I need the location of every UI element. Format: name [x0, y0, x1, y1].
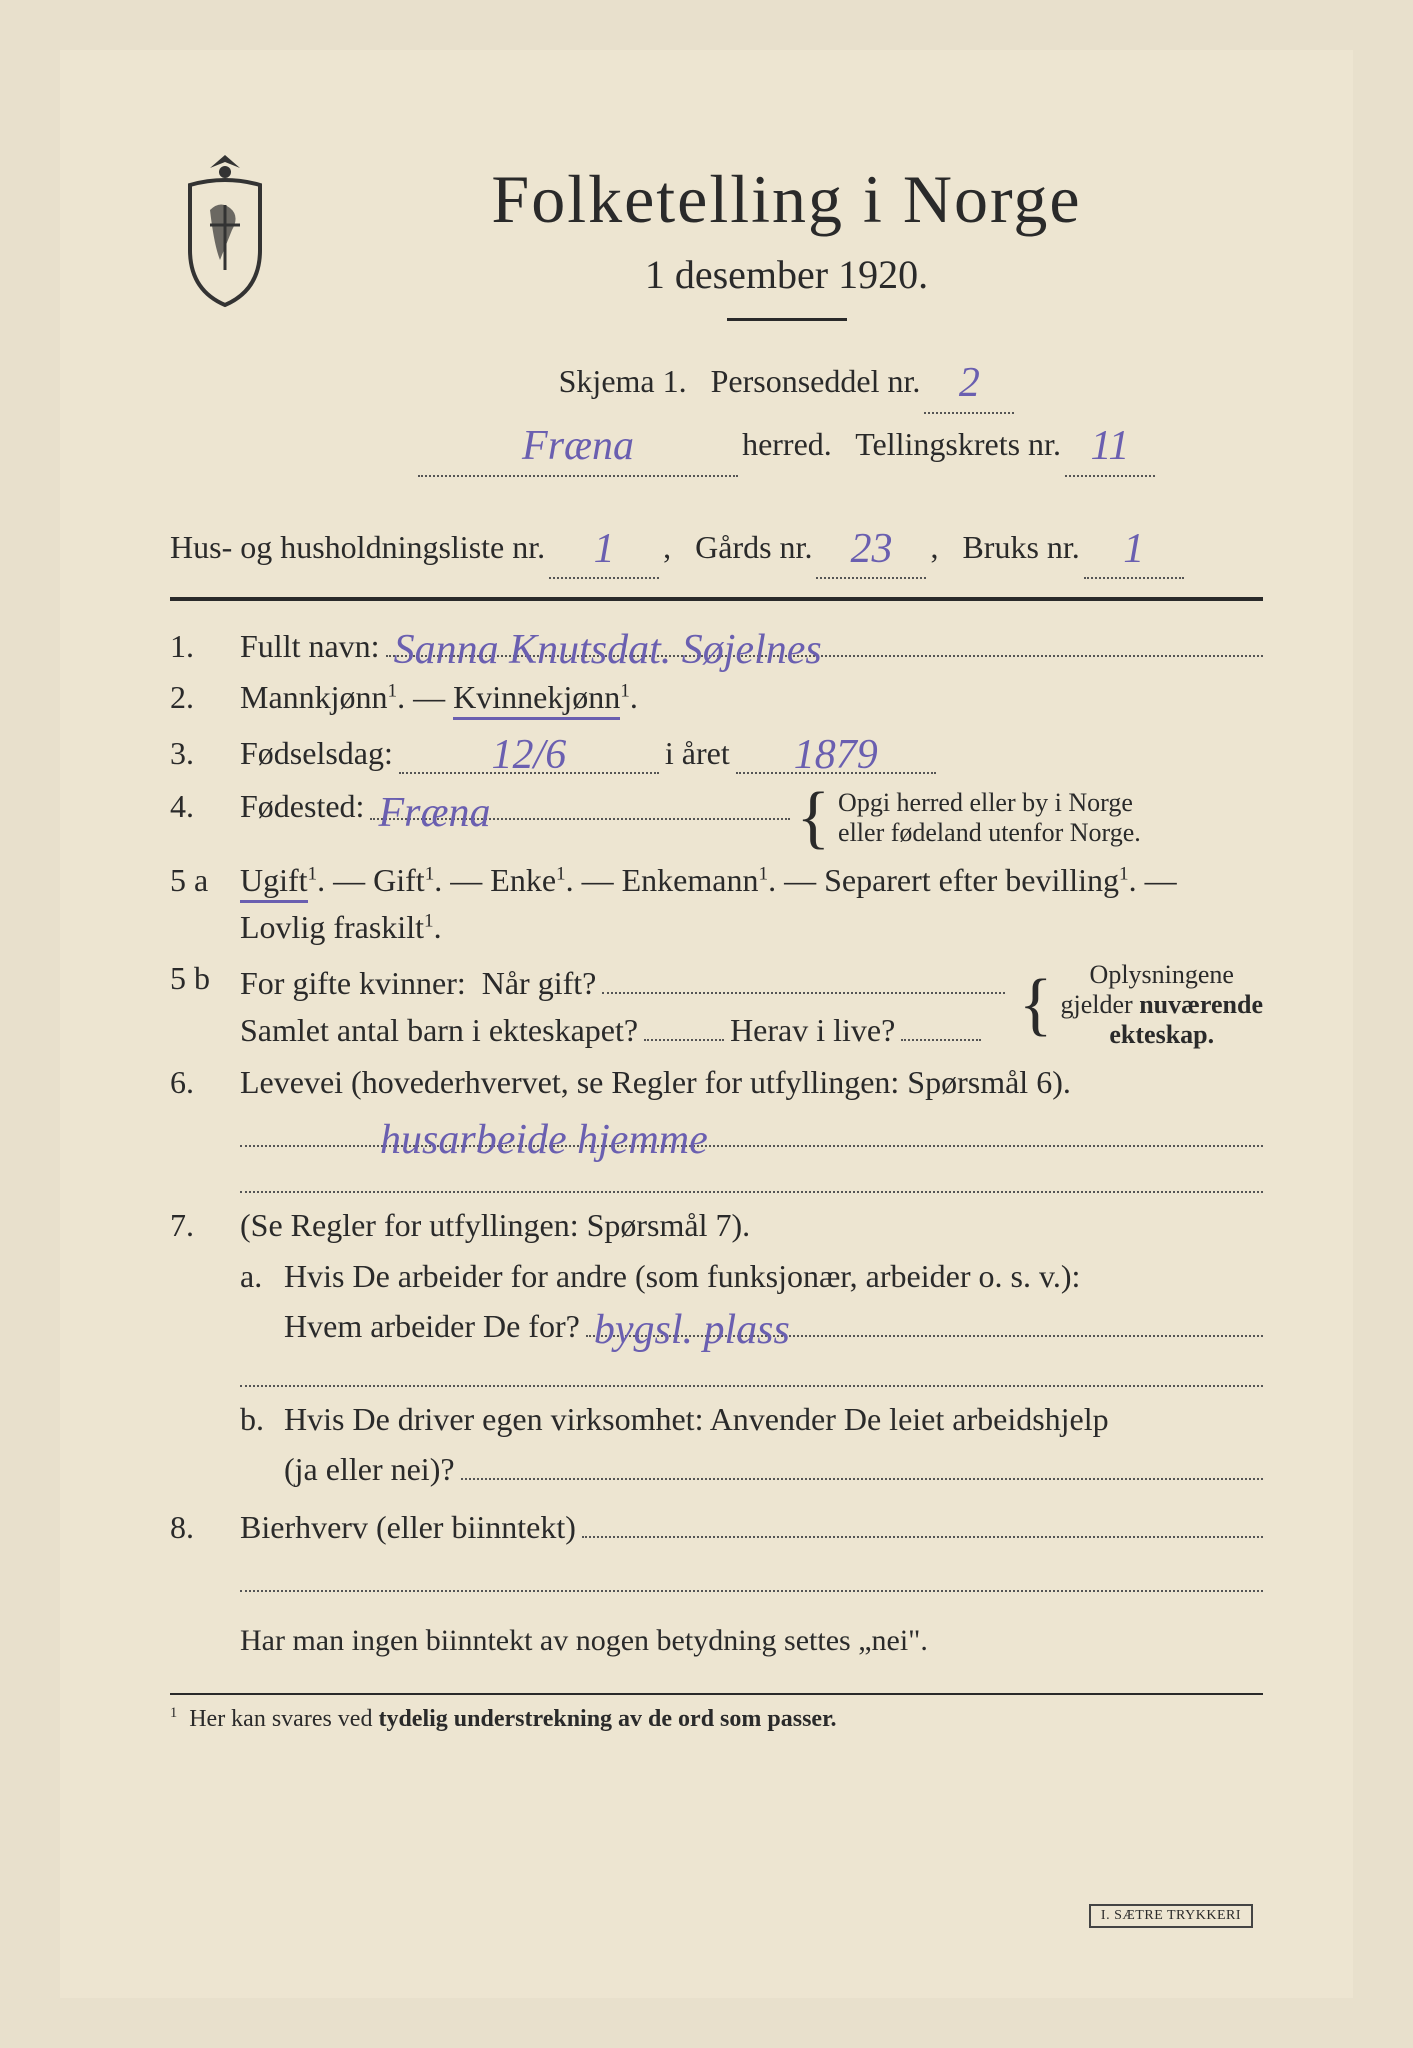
q5b-gift: [602, 962, 1005, 994]
q7a-blank: [240, 1355, 1263, 1387]
title-block: Folketelling i Norge 1 desember 1920. Sk…: [310, 150, 1263, 477]
q4-label: Fødested:: [240, 788, 364, 825]
bruks-nr: 1: [1084, 517, 1184, 580]
q4-note: { Opgi herred eller by i Norge eller fød…: [796, 788, 1140, 848]
coat-of-arms-icon: [170, 150, 280, 310]
title-rule: [727, 318, 847, 321]
q4: 4. Fødested: Fræna { Opgi herred eller b…: [170, 788, 1263, 848]
header: Folketelling i Norge 1 desember 1920. Sk…: [170, 150, 1263, 477]
q8-blank: [240, 1560, 1263, 1592]
q3: 3. Fødselsdag: 12/6 i året 1879: [170, 730, 1263, 774]
document-page: Folketelling i Norge 1 desember 1920. Sk…: [60, 50, 1353, 1998]
page-subtitle: 1 desember 1920.: [310, 251, 1263, 298]
q7: 7. (Se Regler for utfyllingen: Spørsmål …: [170, 1207, 1263, 1244]
q3-label-b: i året: [665, 735, 730, 772]
q3-day: 12/6: [399, 730, 659, 774]
brace-icon: {: [1019, 984, 1053, 1026]
q6-blank-line: [240, 1161, 1263, 1193]
gards-nr: 23: [816, 517, 926, 580]
brace-icon: {: [796, 797, 830, 839]
q1: 1. Fullt navn: Sanna Knutsdat. Søjelnes: [170, 625, 1263, 665]
questions: 1. Fullt navn: Sanna Knutsdat. Søjelnes …: [170, 625, 1263, 1592]
q1-label: Fullt navn:: [240, 628, 380, 665]
q5b-live: [901, 1039, 981, 1041]
q7b: b. Hvis De driver egen virksomhet: Anven…: [240, 1401, 1263, 1488]
q8: 8. Bierhverv (eller biinntekt): [170, 1506, 1263, 1546]
q1-value: Sanna Knutsdat. Søjelnes: [386, 625, 1263, 657]
hus-prefix: Hus- og husholdningsliste nr.: [170, 517, 545, 578]
schema-label: Skjema 1. Personseddel nr.: [559, 351, 921, 412]
schema-line: Skjema 1. Personseddel nr. 2: [310, 351, 1263, 414]
q3-label-a: Fødselsdag:: [240, 735, 393, 772]
divider-1: [170, 597, 1263, 601]
footnote: 1 Her kan svares ved tydelig understrekn…: [170, 1705, 1263, 1733]
footnote-rule: [170, 1693, 1263, 1695]
q7a-value: bygsl. plass: [586, 1305, 1263, 1337]
q5a: 5 a Ugift1. — Gift1. — Enke1. — Enkemann…: [170, 862, 1263, 946]
herred-value: Fræna: [418, 414, 738, 477]
q5b-note: { Oplysningene gjelder nuværende ekteska…: [1019, 960, 1263, 1050]
q6: 6. Levevei (hovederhvervet, se Regler fo…: [170, 1064, 1263, 1101]
q4-value: Fræna: [370, 788, 790, 820]
printer-stamp: I. SÆTRE TRYKKERI: [1089, 1904, 1253, 1928]
herred-line: Fræna herred. Tellingskrets nr. 11: [310, 414, 1263, 477]
tail-note: Har man ingen biinntekt av nogen betydni…: [240, 1612, 1263, 1669]
hus-line: Hus- og husholdningsliste nr. 1 , Gårds …: [170, 517, 1263, 580]
bruks-label: , Bruks nr.: [930, 517, 1079, 578]
q6-value-line: husarbeide hjemme: [240, 1115, 1263, 1147]
liste-nr: 1: [549, 517, 659, 580]
herred-label: herred. Tellingskrets nr.: [742, 414, 1061, 475]
q2-female: Kvinnekjønn: [453, 679, 620, 720]
q2: 2. Mannkjønn1. — Kvinnekjønn1.: [170, 679, 1263, 716]
q5a-ugift: Ugift: [240, 862, 308, 903]
q7a: a. Hvis De arbeider for andre (som funks…: [240, 1258, 1263, 1345]
q2-male: Mannkjønn: [240, 679, 388, 715]
gards-label: , Gårds nr.: [663, 517, 812, 578]
q3-year: 1879: [736, 730, 936, 774]
tellingskrets-nr: 11: [1065, 414, 1155, 477]
q8-value: [582, 1506, 1263, 1538]
personseddel-nr: 2: [924, 351, 1014, 414]
q5b-barn: [644, 1039, 724, 1041]
q7b-value: [461, 1448, 1263, 1480]
q5b: 5 b For gifte kvinner: Når gift? Samlet …: [170, 960, 1263, 1050]
page-title: Folketelling i Norge: [310, 160, 1263, 239]
